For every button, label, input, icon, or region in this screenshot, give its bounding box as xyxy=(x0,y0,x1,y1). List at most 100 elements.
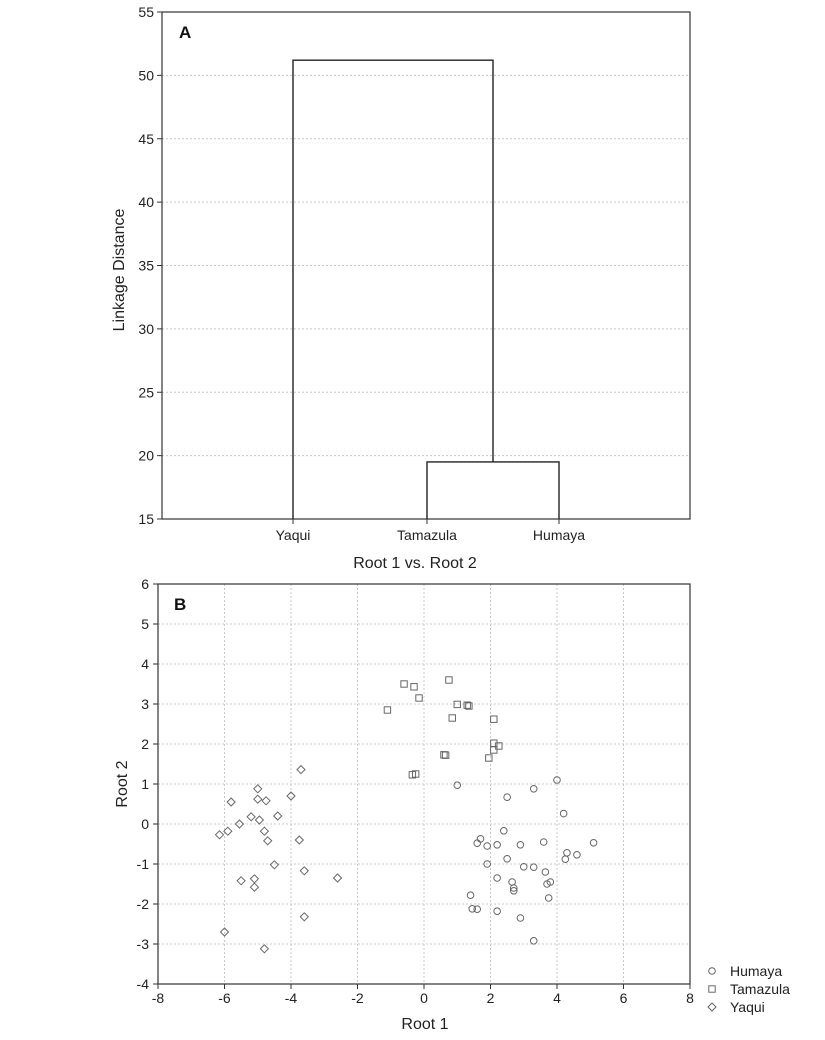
humaya-point xyxy=(544,894,553,902)
scatter-y-tick-label: 5 xyxy=(141,616,149,632)
yaqui-point xyxy=(214,830,225,840)
dendrogram-leaf-label: Yaqui xyxy=(276,527,311,543)
yaqui-point xyxy=(272,811,283,821)
humaya-point xyxy=(500,827,508,835)
humaya-point xyxy=(476,835,485,843)
yaqui-point xyxy=(269,860,280,870)
dendrogram-y-tick-label: 50 xyxy=(138,67,154,83)
tamazula-point xyxy=(448,714,456,722)
humaya-point xyxy=(493,907,501,916)
scatter-x-tick-label: 4 xyxy=(553,990,561,1006)
scatter-x-tick-label: 2 xyxy=(487,990,495,1006)
legend-label-yaqui: Yaqui xyxy=(730,999,765,1015)
humaya-point xyxy=(473,905,482,914)
scatter-y-tick-label: -4 xyxy=(137,976,150,992)
dendrogram-y-axis-title: Linkage Distance xyxy=(111,209,128,332)
yaqui-point xyxy=(294,835,305,845)
humaya-point xyxy=(468,905,477,913)
humaya-point xyxy=(493,841,501,849)
humaya-point xyxy=(466,891,475,900)
scatter-x-tick-label: -4 xyxy=(285,990,298,1006)
tamazula-point xyxy=(411,770,420,778)
humaya-point xyxy=(483,860,491,868)
yaqui-point xyxy=(223,826,233,836)
yaqui-point xyxy=(332,873,343,883)
humaya-point xyxy=(559,809,568,818)
tamazula-point xyxy=(490,715,498,723)
humaya-point xyxy=(541,868,550,876)
tamazula-point xyxy=(441,751,450,759)
humaya-point xyxy=(503,855,511,863)
tamazula-point xyxy=(415,694,423,702)
tamazula-point xyxy=(445,676,453,684)
yaqui-point xyxy=(219,927,230,937)
humaya-point xyxy=(453,781,462,790)
yaqui-point xyxy=(259,826,270,836)
tamazula-point xyxy=(410,683,418,691)
scatter-panel: -4 -3 -2 -1 0 1 2 3 4 5 6 -8 -6 -4 -2 0 2 4 6 8 B Root 2 R… xyxy=(114,576,790,1033)
tamazula-point xyxy=(453,700,461,709)
scatter-x-tick-label: -6 xyxy=(218,990,231,1006)
yaqui-point xyxy=(253,794,263,804)
humaya-point xyxy=(573,851,581,859)
humaya-point xyxy=(519,863,528,871)
yaqui-point xyxy=(261,796,271,806)
dendrogram-link xyxy=(426,461,560,519)
scatter-gridlines xyxy=(158,584,690,984)
dendrogram-y-tick-label: 15 xyxy=(138,511,154,527)
dendrogram-leaf-label: Tamazula xyxy=(397,527,457,543)
yaqui-point xyxy=(286,791,296,801)
humaya-point xyxy=(516,914,525,922)
scatter-x-tick-label: 0 xyxy=(420,990,428,1006)
tamazula-point xyxy=(463,701,471,709)
dendrogram-y-tick-label: 25 xyxy=(138,384,154,400)
dendrogram-y-tick-label: 40 xyxy=(138,194,154,210)
dendrogram-y-tick-label: 55 xyxy=(138,4,154,20)
dendrogram-x-ticks: Yaqui Tamazula Humaya xyxy=(276,519,585,543)
legend-marker-yaqui xyxy=(707,1002,717,1012)
humaya-point xyxy=(529,937,538,945)
yaqui-point xyxy=(263,836,273,846)
scatter-series-yaqui xyxy=(214,764,343,954)
scatter-x-tick-label: -2 xyxy=(351,990,364,1006)
dendrogram-x-axis-title: Root 1 vs. Root 2 xyxy=(353,555,477,572)
scatter-x-ticks: -8 -6 -4 -2 0 2 4 6 8 xyxy=(152,984,694,1006)
humaya-point xyxy=(529,863,538,872)
scatter-y-tick-label: 0 xyxy=(141,816,149,832)
yaqui-point xyxy=(254,815,265,825)
tamazula-point xyxy=(383,706,392,714)
yaqui-point xyxy=(253,784,263,794)
tamazula-point xyxy=(490,746,498,754)
tamazula-point xyxy=(485,754,493,762)
yaqui-point xyxy=(249,874,260,884)
legend-label-tamazula: Tamazula xyxy=(730,981,790,997)
dendrogram-y-tick-label: 30 xyxy=(138,321,154,337)
scatter-legend: Humaya Tamazula Yaqui xyxy=(707,963,790,1015)
scatter-y-axis-title: Root 2 xyxy=(114,760,131,807)
dendrogram-y-tick-label: 35 xyxy=(138,258,154,274)
scatter-x-tick-label: 6 xyxy=(620,990,628,1006)
scatter-points xyxy=(214,676,598,954)
scatter-y-tick-label: 2 xyxy=(141,736,149,752)
tamazula-point xyxy=(495,742,503,750)
yaqui-point xyxy=(226,797,236,807)
humaya-point xyxy=(529,785,538,793)
yaqui-point xyxy=(236,876,246,886)
humaya-point xyxy=(516,841,525,849)
dendrogram-links xyxy=(292,59,560,519)
dendrogram-panel: 15 20 25 30 35 40 45 50 55 Yaqui Tamazula Humaya A… xyxy=(111,4,691,572)
humaya-point xyxy=(503,793,511,802)
dendrogram-link xyxy=(292,59,494,519)
dendrogram-y-ticks: 15 20 25 30 35 40 45 50 55 xyxy=(138,4,162,527)
dendrogram-y-tick-label: 45 xyxy=(138,131,154,147)
yaqui-point xyxy=(249,882,260,892)
humaya-point xyxy=(589,839,598,847)
humaya-point xyxy=(563,849,571,857)
scatter-y-tick-label: 4 xyxy=(141,656,149,672)
panel-label-b: B xyxy=(174,595,186,614)
legend-marker-tamazula xyxy=(708,985,716,993)
yaqui-point xyxy=(296,764,306,775)
humaya-point xyxy=(553,776,561,784)
